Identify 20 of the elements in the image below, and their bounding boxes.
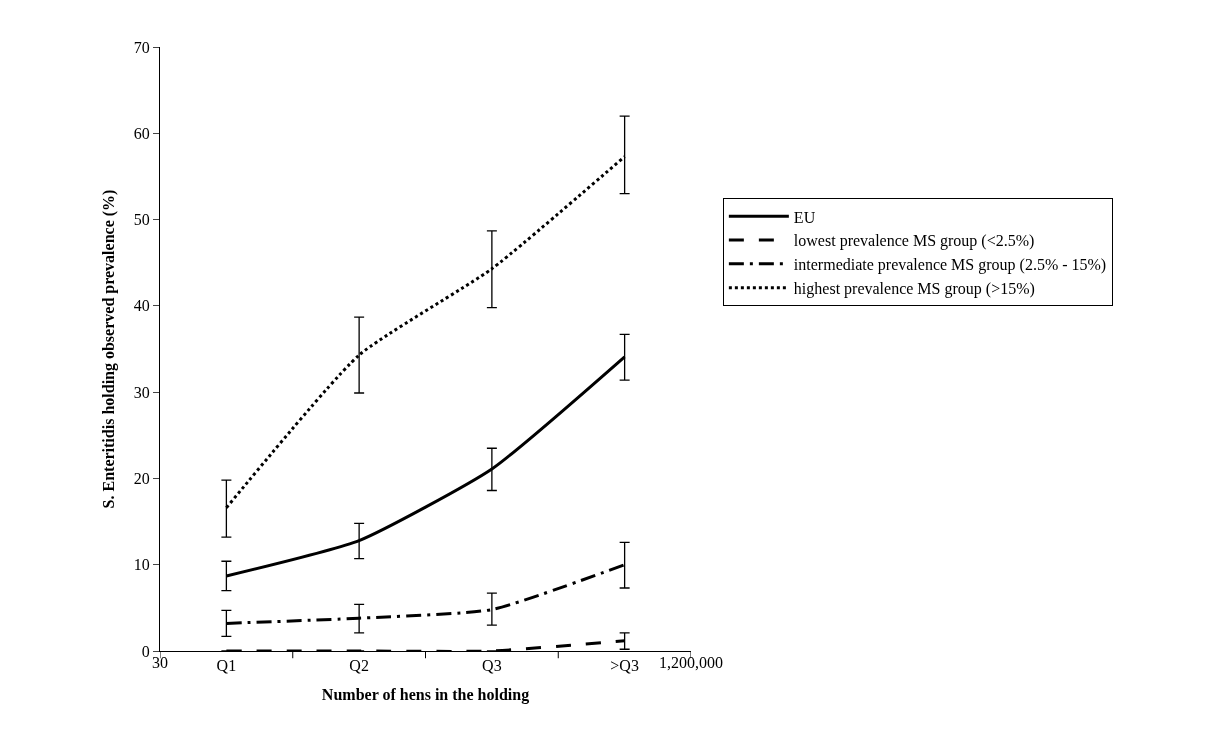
y-tick-label: 20 xyxy=(133,470,150,488)
y-tick-label: 0 xyxy=(141,642,150,660)
x-tick-label: Q2 xyxy=(349,657,369,675)
y-tick-label: 70 xyxy=(133,38,150,56)
x-tick-label: Q3 xyxy=(482,657,502,675)
y-tick-label: 10 xyxy=(133,556,150,574)
legend-label: lowest prevalence MS group (<2.5%) xyxy=(793,232,1035,251)
legend-label: EU xyxy=(793,208,816,226)
text: 30 xyxy=(152,654,168,671)
y-tick-label: 40 xyxy=(133,297,150,315)
text: 1,200,000 xyxy=(659,654,723,671)
x-axis-title: Number of hens in the holding xyxy=(321,685,530,704)
x-tick-label: Q1 xyxy=(216,657,237,675)
y-tick-label: 60 xyxy=(133,124,150,142)
y-tick-label: 50 xyxy=(133,211,150,229)
x-tick-label: >Q3 xyxy=(610,657,639,675)
legend-label: intermediate prevalence MS group (2.5% - 15%) xyxy=(793,256,1107,275)
legend-label: highest prevalence MS group (>15%) xyxy=(793,279,1035,298)
y-axis-title: S. Enteritidis holding observed prevalence (%) xyxy=(99,189,118,509)
y-tick-label: 30 xyxy=(133,383,150,401)
